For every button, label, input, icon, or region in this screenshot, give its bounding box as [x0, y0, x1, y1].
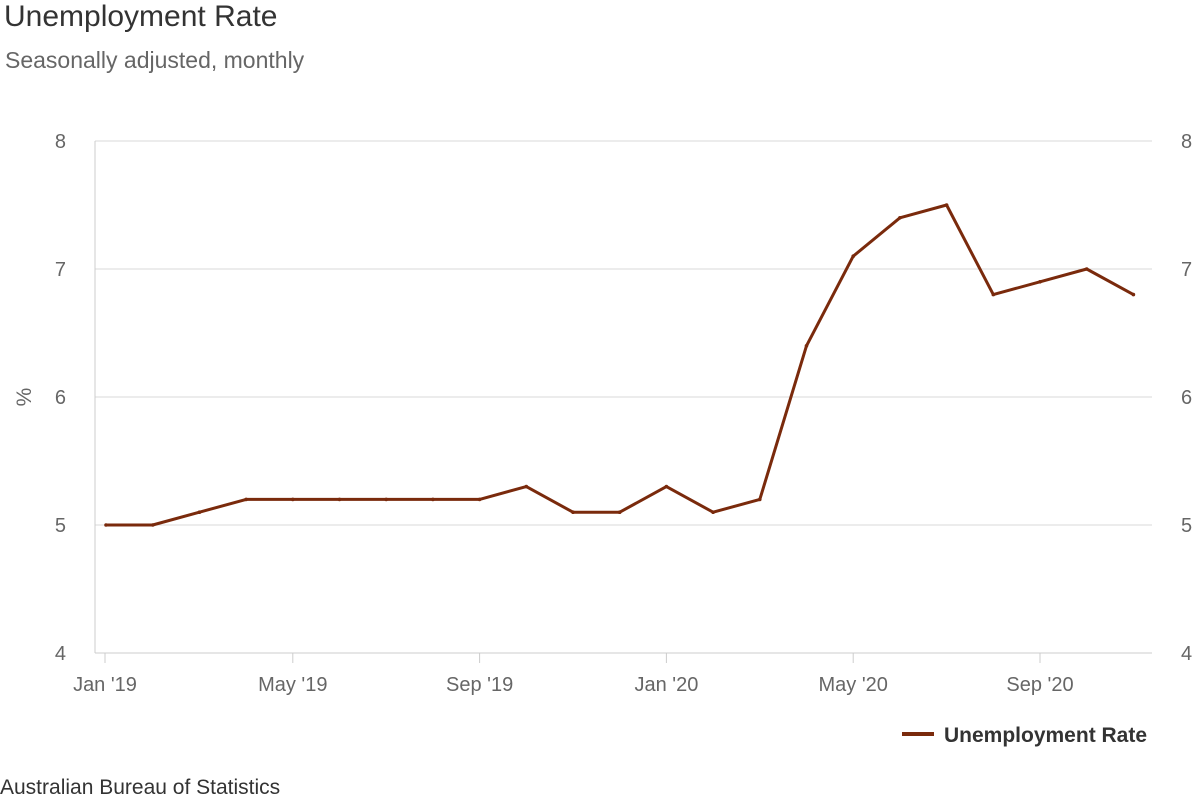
data-point — [617, 510, 622, 514]
legend-label: Unemployment Rate — [944, 724, 1147, 747]
data-point — [804, 344, 809, 348]
x-tick-label: Jan '20 — [634, 674, 698, 696]
y-tick-label-left: 4 — [55, 643, 66, 665]
y-tick-label-right: 5 — [1181, 515, 1192, 537]
data-point — [851, 254, 855, 258]
y-tick-label-right: 8 — [1181, 131, 1192, 153]
legend[interactable]: Unemployment Rate — [902, 724, 1147, 747]
data-point — [664, 484, 669, 489]
y-tick-label-right: 4 — [1181, 643, 1192, 665]
x-tick-label: May '20 — [818, 674, 887, 696]
y-tick-label-right: 6 — [1181, 387, 1192, 409]
data-point — [104, 523, 108, 527]
chart-subtitle: Seasonally adjusted, monthly — [5, 47, 305, 73]
data-point — [337, 497, 342, 502]
x-tick-label: May '19 — [258, 674, 327, 696]
data-point — [898, 216, 902, 220]
grid-lines — [95, 140, 1152, 526]
x-tick-label: Sep '19 — [446, 674, 513, 696]
x-tick-label: Sep '20 — [1006, 674, 1073, 696]
data-point — [991, 292, 996, 297]
series-layer — [104, 203, 1136, 527]
x-axis-ticks: Jan '19 May '19 Sep '19 Jan '20 May '20 Sep '… — [73, 653, 1074, 696]
data-point — [291, 497, 295, 502]
chart-title: Unemployment Rate — [4, 0, 278, 33]
x-tick-label: Jan '19 — [73, 674, 137, 696]
data-point — [477, 497, 482, 502]
y-axis-title: % — [13, 388, 36, 407]
series-line — [104, 203, 1135, 527]
y-tick-label-right: 7 — [1181, 259, 1192, 281]
y-axis-left-ticks: 4 5 6 7 8 — [55, 131, 66, 665]
data-point — [1084, 267, 1089, 271]
data-point — [758, 497, 762, 502]
data-point — [711, 510, 715, 514]
y-tick-label-left: 7 — [55, 259, 66, 281]
y-tick-label-left: 8 — [55, 131, 66, 153]
data-point — [1038, 280, 1042, 284]
data-point — [571, 510, 575, 514]
data-point — [431, 497, 435, 502]
data-point — [944, 203, 949, 207]
data-point — [197, 510, 202, 514]
data-point — [244, 497, 248, 502]
y-tick-label-left: 5 — [55, 515, 66, 537]
source-credit: Australian Bureau of Statistics — [0, 776, 281, 799]
axes — [94, 141, 1152, 654]
data-point — [524, 484, 529, 489]
data-point — [1131, 292, 1136, 297]
data-point — [384, 497, 389, 502]
y-axis-right-ticks: 4 5 6 7 8 — [1181, 131, 1192, 665]
y-tick-label-left: 6 — [55, 387, 66, 409]
data-point — [150, 523, 155, 527]
